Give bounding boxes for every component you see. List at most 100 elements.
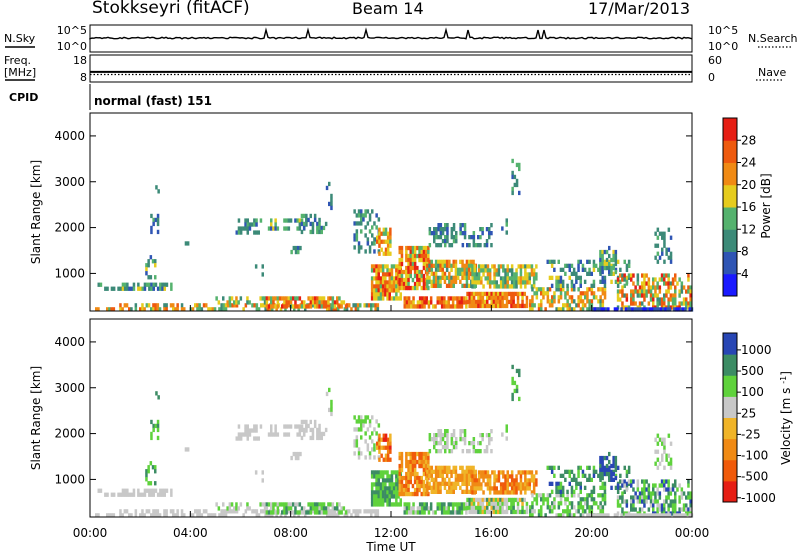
echo-cell [486,299,489,305]
echo-cell [274,218,277,223]
echo-cell [634,491,637,496]
echo-cell [472,291,476,297]
echo-cell [386,272,389,277]
echo-cell [246,296,249,301]
echo-cell [381,482,385,487]
echo-cell [519,268,523,273]
echo-cell [357,209,361,214]
echo-cell [680,507,684,512]
echo-cell [294,502,297,507]
echo-cell [499,470,503,475]
echo-cell [495,272,498,277]
echo-cell [590,299,594,304]
echo-cell [437,267,440,272]
echo-cell [426,263,429,268]
echo-cell [546,287,550,292]
echo-cell [504,482,507,487]
echo-cell [599,261,602,267]
echo-cell [170,492,173,497]
echo-cell [687,483,690,488]
echo-cell [477,235,480,240]
echo-cell [145,271,148,276]
echo-cell [521,482,525,487]
echo-cell [402,277,406,283]
echo-cell [531,509,534,514]
echo-cell [584,295,587,300]
echo-cell [357,455,361,460]
echo-cell [388,478,391,483]
echo-cell [454,465,458,470]
echo-cell [411,253,415,259]
echo-cell [375,498,378,503]
echo-cell [379,482,383,487]
echo-cell [524,264,527,269]
echo-cell [656,293,659,298]
echo-cell [416,491,419,497]
echo-cell [371,225,374,230]
echo-cell [156,303,160,308]
echo-cell [663,479,666,484]
echo-cell [318,423,321,429]
echo-cell [353,237,356,242]
echo-cell [595,295,598,300]
echo-cell [599,471,602,477]
echo-cell [336,300,339,305]
echo-cell [439,227,443,232]
echo-cell [579,259,582,264]
echo-cell [433,441,436,446]
echo-cell [398,265,401,271]
echo-cell [448,469,451,474]
echo-cell [667,461,671,466]
echo-cell [470,441,473,446]
echo-cell [284,307,287,312]
colorbar-segment [723,140,737,163]
echo-cell [450,481,453,486]
echo-cell [266,513,270,518]
echo-cell [634,301,637,306]
echo-cell [488,441,491,446]
echo-cell [528,280,531,285]
echo-cell [244,428,247,433]
y-tick-label: 2000 [54,427,85,441]
echo-cell [577,501,580,506]
echo-cell [506,486,509,491]
echo-cell [523,303,526,309]
echo-cell [502,482,505,487]
echo-cell [305,428,308,433]
echo-cell [654,293,657,298]
echo-cell [445,506,448,511]
echo-cell [463,223,467,228]
echo-cell [300,213,304,219]
velocity-heatmap-cells [95,364,694,518]
echo-cell [418,483,421,489]
echo-cell [515,368,519,374]
echo-cell [588,513,591,518]
echo-cell [592,465,596,470]
echo-cell [437,489,440,494]
echo-cell [409,459,412,465]
echo-cell [143,513,146,518]
echo-cell [367,509,371,514]
echo-cell [623,499,626,504]
echo-cell [501,291,504,297]
echo-cell [213,307,217,312]
echo-cell [597,505,600,510]
echo-cell [424,451,428,457]
echo-cell [237,300,240,305]
echo-cell [357,221,361,226]
echo-cell [664,513,667,518]
echo-cell [325,304,328,309]
echo-cell [579,283,582,288]
echo-cell [446,231,449,236]
echo-cell [377,455,381,460]
echo-cell [438,502,442,507]
echo-cell [680,495,684,500]
echo-cell [470,509,474,515]
echo-cell [456,502,459,507]
echo-cell [428,243,432,248]
echo-cell [284,513,287,518]
echo-cell [305,222,308,227]
echo-cell [665,479,668,484]
